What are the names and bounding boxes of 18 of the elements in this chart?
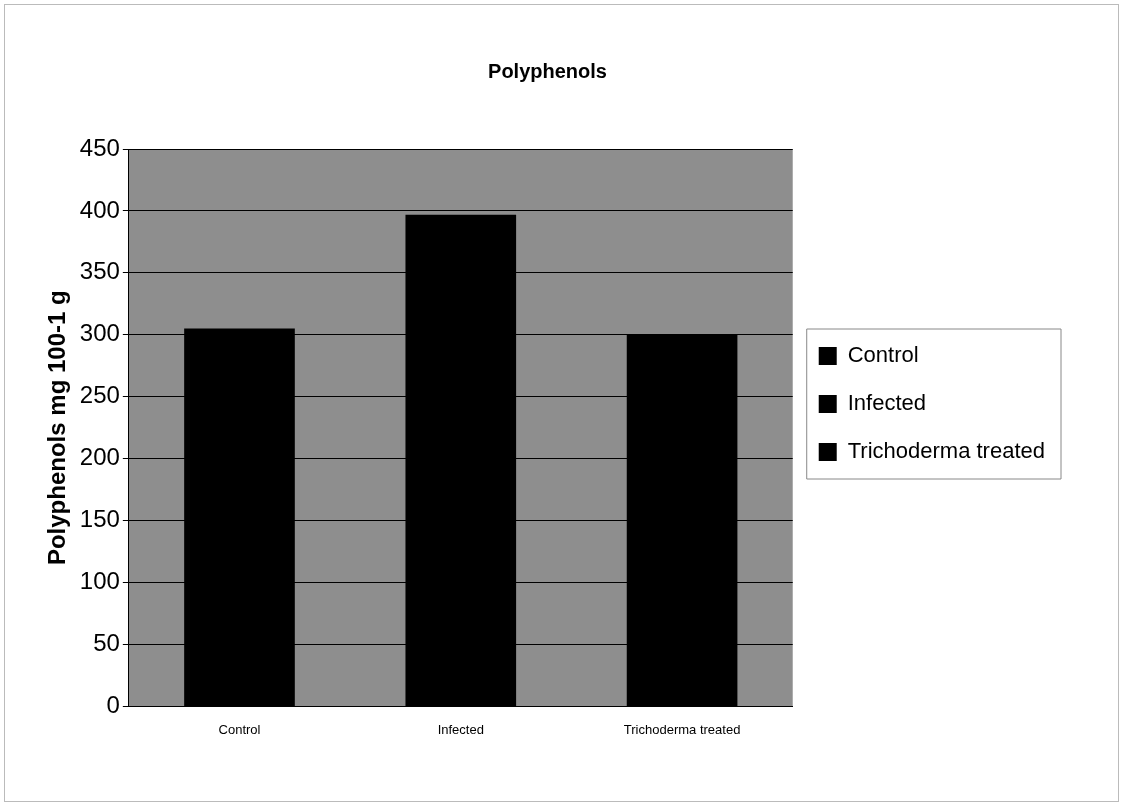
y-tick-label: 100 bbox=[79, 567, 120, 595]
legend-label: Trichoderma treated bbox=[847, 438, 1046, 464]
legend-label: Infected bbox=[847, 390, 927, 416]
y-tick-label: 250 bbox=[79, 381, 120, 409]
y-tick-label: 350 bbox=[79, 257, 120, 285]
y-tick-label: 200 bbox=[79, 443, 120, 471]
legend-label: Control bbox=[847, 342, 919, 368]
x-tick-label: Trichoderma treated bbox=[623, 721, 741, 737]
y-tick-label: 400 bbox=[79, 195, 120, 223]
x-tick-label: Infected bbox=[437, 721, 484, 737]
y-tick-label: 0 bbox=[106, 691, 120, 719]
y-tick-label: 300 bbox=[79, 319, 120, 347]
y-tick-label: 450 bbox=[79, 133, 120, 161]
y-axis-title: Polyphenols mg 100-1 g bbox=[43, 290, 71, 566]
y-tick-label: 50 bbox=[93, 629, 120, 657]
y-tick-label: 150 bbox=[79, 505, 120, 533]
chart-title: Polyphenols bbox=[488, 59, 607, 82]
x-tick-label: Control bbox=[218, 721, 261, 737]
